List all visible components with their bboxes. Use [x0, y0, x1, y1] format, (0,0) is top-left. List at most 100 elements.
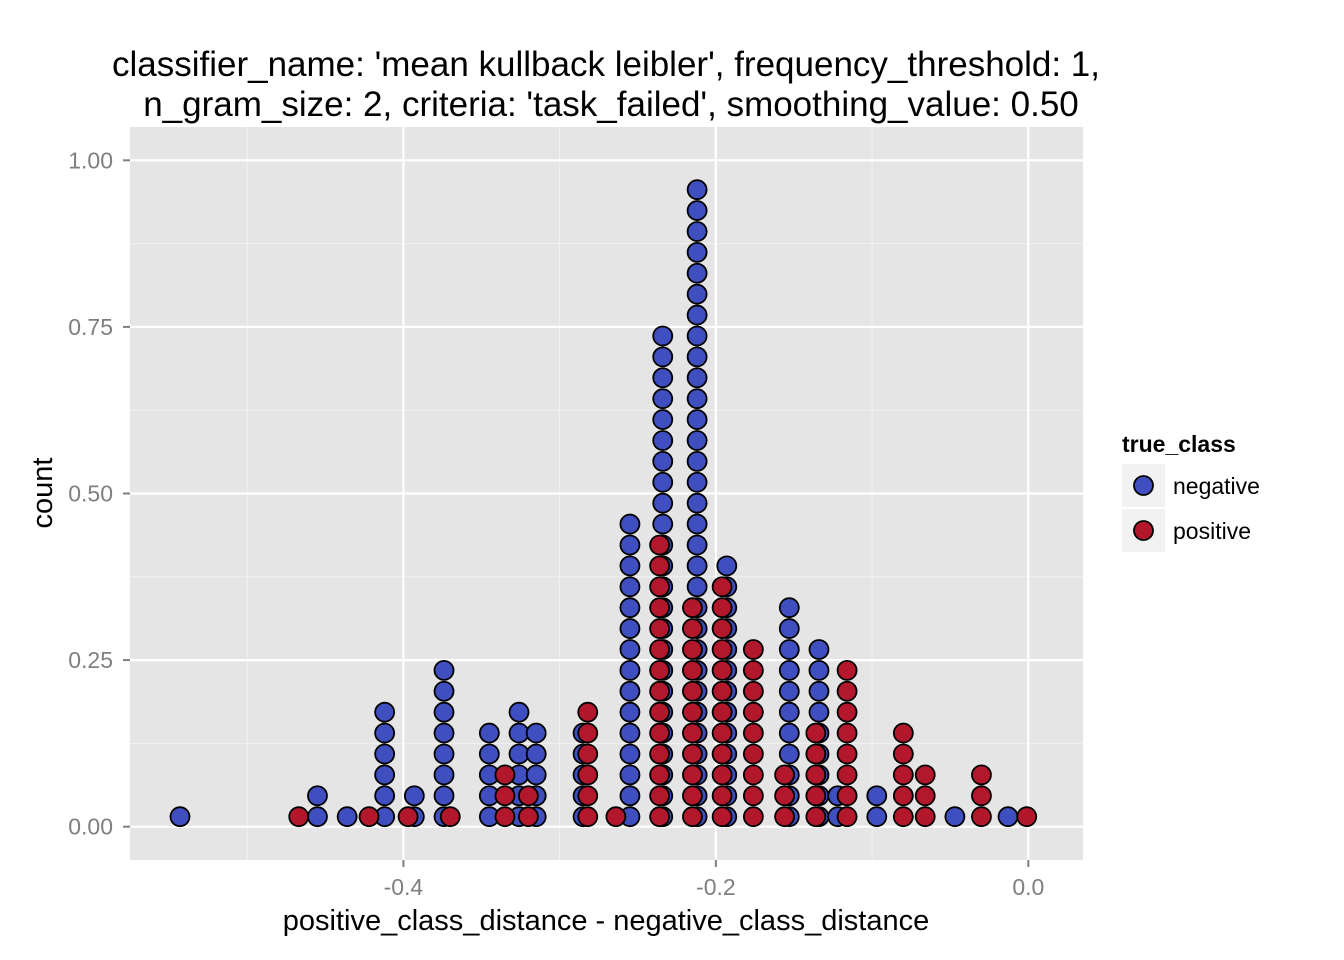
- dot-positive: [649, 618, 671, 639]
- y-tick-label: 0.25: [68, 647, 113, 673]
- dot-negative: [686, 179, 708, 201]
- x-axis-title: positive_class_distance - negative_class…: [283, 905, 929, 937]
- dot-negative: [374, 764, 396, 786]
- x-tick-label: -0.4: [384, 874, 424, 900]
- dot-positive: [892, 764, 914, 786]
- dot-positive: [892, 722, 914, 744]
- axis-ticks: -0.4 -0.2 0.0 0.00 0.25 0.50 0.75 1.00: [68, 147, 1044, 900]
- legend-label-positive: positive: [1173, 518, 1251, 544]
- dot-negative: [686, 388, 708, 410]
- y-tick-label: 0.00: [68, 814, 113, 840]
- dot-negative: [478, 743, 500, 765]
- dot-positive: [682, 659, 703, 681]
- dot-positive: [971, 785, 992, 807]
- dot-negative: [686, 283, 708, 305]
- dot-positive: [836, 764, 858, 786]
- dot-negative: [686, 221, 708, 242]
- dot-positive: [649, 764, 671, 786]
- dot-positive: [742, 722, 764, 744]
- dot-negative: [778, 722, 800, 744]
- dot-negative: [652, 367, 674, 389]
- dot-positive: [742, 785, 764, 807]
- dot-negative: [778, 743, 800, 765]
- dot-positive: [517, 806, 539, 828]
- dot-positive: [577, 806, 599, 828]
- dot-negative: [808, 680, 830, 702]
- dot-negative: [997, 806, 1019, 828]
- dot-negative: [778, 659, 800, 681]
- dot-negative: [652, 513, 674, 535]
- dot-negative: [403, 785, 425, 807]
- dot-positive: [711, 743, 733, 765]
- dot-negative: [478, 722, 500, 744]
- dot-negative: [619, 722, 641, 744]
- dot-positive: [682, 639, 703, 660]
- dot-negative: [686, 576, 708, 598]
- dot-positive: [577, 743, 599, 765]
- dot-positive: [682, 764, 703, 786]
- dot-negative: [433, 680, 455, 702]
- dot-negative: [433, 764, 455, 786]
- dot-positive: [742, 743, 764, 765]
- dot-negative: [619, 618, 641, 639]
- dot-positive: [682, 806, 703, 828]
- dot-negative: [619, 659, 641, 681]
- dot-negative: [508, 722, 530, 744]
- dot-negative: [619, 597, 641, 619]
- dot-negative: [525, 764, 547, 786]
- dot-positive: [649, 785, 671, 807]
- dot-negative: [686, 367, 708, 389]
- dot-positive: [649, 534, 671, 556]
- dot-positive: [649, 576, 671, 598]
- dot-negative: [652, 450, 674, 472]
- dot-positive: [711, 722, 733, 744]
- dot-positive: [836, 785, 858, 807]
- dot-negative: [686, 262, 708, 284]
- chart-title-line-2: n_gram_size: 2, criteria: 'task_failed',…: [143, 85, 1079, 124]
- dot-positive: [805, 722, 827, 744]
- dot-negative: [307, 785, 328, 807]
- dot-negative: [619, 785, 641, 807]
- dot-negative: [619, 534, 641, 556]
- dot-negative: [374, 701, 396, 723]
- dot-negative: [619, 743, 641, 765]
- dot-positive: [605, 806, 627, 828]
- dot-positive: [494, 806, 516, 828]
- dot-negative: [433, 659, 455, 681]
- dot-positive: [682, 701, 703, 723]
- dot-positive: [774, 806, 796, 828]
- y-axis-title: count: [27, 458, 59, 529]
- dot-negative: [619, 639, 641, 660]
- chart-title-line-1: classifier_name: 'mean kullback leibler'…: [112, 45, 1100, 84]
- dot-positive: [971, 764, 992, 786]
- dot-positive: [711, 639, 733, 660]
- dot-negative: [686, 241, 708, 263]
- dot-negative: [686, 471, 708, 493]
- dot-negative: [169, 806, 191, 828]
- dot-negative: [686, 200, 708, 221]
- dot-positive: [649, 806, 671, 828]
- dot-negative: [619, 513, 641, 535]
- dot-positive: [836, 722, 858, 744]
- dot-positive: [742, 764, 764, 786]
- legend-title: true_class: [1122, 431, 1236, 457]
- dot-negative: [652, 471, 674, 493]
- dot-positive: [649, 680, 671, 702]
- dot-positive: [711, 806, 733, 828]
- dot-positive: [805, 806, 827, 828]
- dot-positive: [836, 743, 858, 765]
- dot-positive: [494, 764, 516, 786]
- dot-negative: [866, 806, 888, 828]
- dot-negative: [808, 639, 830, 660]
- dot-positive: [649, 597, 671, 619]
- dot-negative: [652, 492, 674, 514]
- dot-positive: [577, 785, 599, 807]
- dot-positive: [836, 659, 858, 681]
- dot-negative: [433, 701, 455, 723]
- dot-negative: [508, 701, 530, 723]
- dot-positive: [836, 701, 858, 723]
- dot-positive: [742, 639, 764, 660]
- dot-negative: [808, 659, 830, 681]
- dot-positive: [742, 701, 764, 723]
- dot-positive: [682, 597, 703, 619]
